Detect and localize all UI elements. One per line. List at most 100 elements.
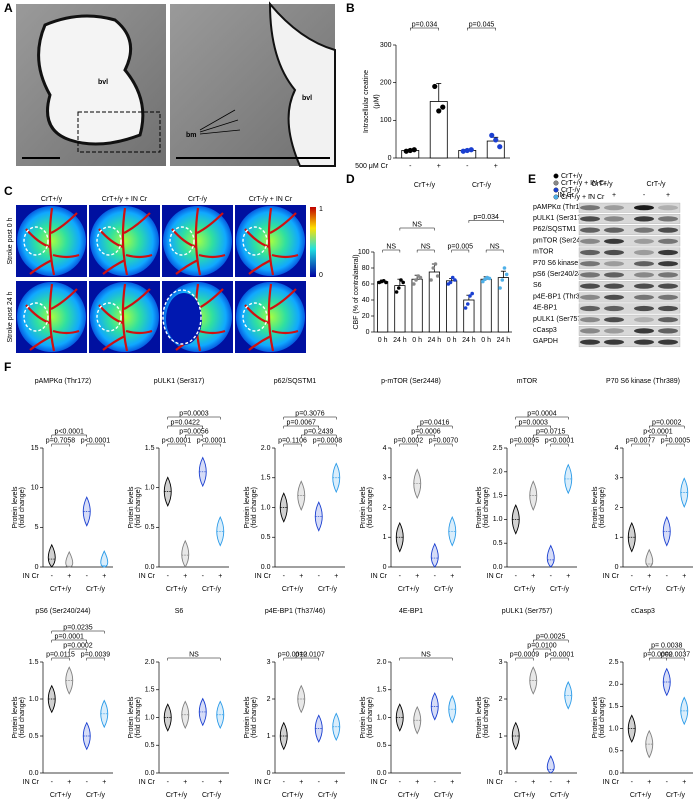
chart-title: pULK1 (Ser317)	[154, 378, 205, 385]
data-point	[414, 278, 418, 282]
annotation: p=0.0002	[652, 420, 681, 427]
annotation: p=0.0115	[46, 652, 75, 659]
y-tick-label: 1.5	[609, 703, 619, 710]
x-tick-label: +	[531, 779, 535, 786]
blot-strip	[578, 292, 681, 303]
group-label: CrT-/y	[666, 792, 686, 799]
annotation: p=0.0056	[179, 429, 208, 436]
bracket	[451, 249, 470, 253]
bracket	[283, 416, 337, 420]
data-point	[468, 147, 474, 153]
vessel-lumen	[37, 14, 145, 146]
data-point	[500, 278, 505, 282]
blot-band	[580, 249, 600, 256]
group-label: CrT+/y	[414, 182, 436, 189]
x-tick-label: +	[334, 573, 338, 580]
y-tick-label: 0.5	[261, 534, 271, 541]
bracket	[550, 657, 569, 661]
protein-label: cCasp3	[533, 327, 557, 334]
x-tick-label: +	[102, 779, 106, 786]
lesion-outline	[162, 289, 202, 345]
group-label: CrT+/y	[630, 792, 652, 799]
y-tick-label: 4	[615, 445, 619, 452]
x-tick-label: +	[67, 779, 71, 786]
lane-sign: -	[589, 192, 592, 199]
lane-sign: -	[643, 192, 646, 199]
y-tick-label: 2	[267, 696, 271, 703]
x-axis-label: 500 μM Cr	[355, 163, 388, 170]
y-axis-label: (fold change)	[367, 697, 374, 738]
y-tick-label: 1.5	[145, 687, 155, 694]
lesion-outline	[242, 226, 268, 256]
y-tick-label: 2.5	[609, 659, 619, 666]
blot-band	[604, 317, 624, 323]
annotation: p=0.0002	[643, 652, 672, 659]
bracket	[86, 657, 105, 661]
vessel	[25, 283, 80, 352]
bracket	[167, 416, 221, 420]
annotation: p=0.0235	[63, 625, 92, 632]
protein-label: mTOR	[533, 249, 553, 256]
blot-band	[604, 216, 624, 222]
annotation: p=0.0006	[411, 429, 440, 436]
legend-swatch	[553, 173, 559, 179]
x-axis-label: IN Cr	[371, 573, 388, 580]
y-tick-label: 0.0	[261, 564, 271, 571]
y-tick-label: 1.0	[145, 485, 155, 492]
blot-strip	[578, 225, 681, 236]
blot-band	[604, 249, 624, 256]
y-tick-label: 1.5	[493, 492, 503, 499]
blot-band	[634, 317, 654, 323]
y-axis-label: (fold change)	[483, 487, 490, 528]
blot-strip	[578, 326, 681, 336]
annotation: p=0.034	[412, 22, 438, 29]
annotation: p=0.0004	[527, 411, 556, 418]
data-point	[465, 302, 470, 306]
colorbar-label: 1	[319, 206, 323, 213]
blot-strip	[578, 303, 681, 314]
bracket	[533, 648, 551, 652]
heatmap	[90, 282, 159, 352]
group-label: CrT+/y	[166, 586, 188, 593]
y-tick-label: 1.5	[261, 475, 271, 482]
y-tick-label: 0.0	[493, 564, 503, 571]
bracket	[515, 416, 569, 420]
blot-band	[634, 205, 654, 211]
bracket	[399, 443, 418, 447]
group-label: CrT-/y	[202, 586, 222, 593]
y-tick-label: 0.5	[377, 742, 387, 749]
legend-swatch	[553, 187, 559, 193]
group-label: CrT-/y	[86, 586, 106, 593]
bracket	[399, 227, 435, 231]
blot-band	[634, 216, 654, 222]
blot-band	[580, 238, 600, 244]
bracket	[649, 425, 685, 429]
bracket	[185, 434, 203, 438]
y-tick-label: 1.0	[609, 725, 619, 732]
bracket	[382, 249, 401, 253]
blot-band	[634, 294, 654, 300]
y-tick-label: 100	[358, 249, 370, 256]
bracket	[533, 434, 569, 438]
row-label: Stroke post 24 h	[7, 291, 14, 342]
annotation: p=0.0008	[313, 438, 342, 445]
protein-label: pULK1 (Ser757)	[533, 316, 584, 323]
bracket	[283, 443, 302, 447]
y-tick-label: 1.0	[493, 516, 503, 523]
x-tick-label: -	[318, 779, 321, 786]
lane-sign: +	[612, 192, 616, 199]
y-tick-label: 0	[388, 155, 392, 162]
blot-band	[580, 261, 600, 267]
em-images: bvl bvl bm	[16, 1, 336, 167]
annotation: p=0.7058	[46, 438, 75, 445]
violin	[645, 548, 654, 568]
annotation: p=0.0067	[287, 420, 316, 427]
group-label: CrT-/y	[550, 586, 570, 593]
group-label: CrT+/y	[514, 586, 536, 593]
x-tick-label: +	[494, 163, 498, 170]
blot-band	[580, 339, 600, 345]
bracket	[417, 425, 453, 429]
group-label: CrT+/y	[166, 792, 188, 799]
blot-band	[580, 283, 600, 289]
group-label: CrT+/y	[398, 792, 420, 799]
